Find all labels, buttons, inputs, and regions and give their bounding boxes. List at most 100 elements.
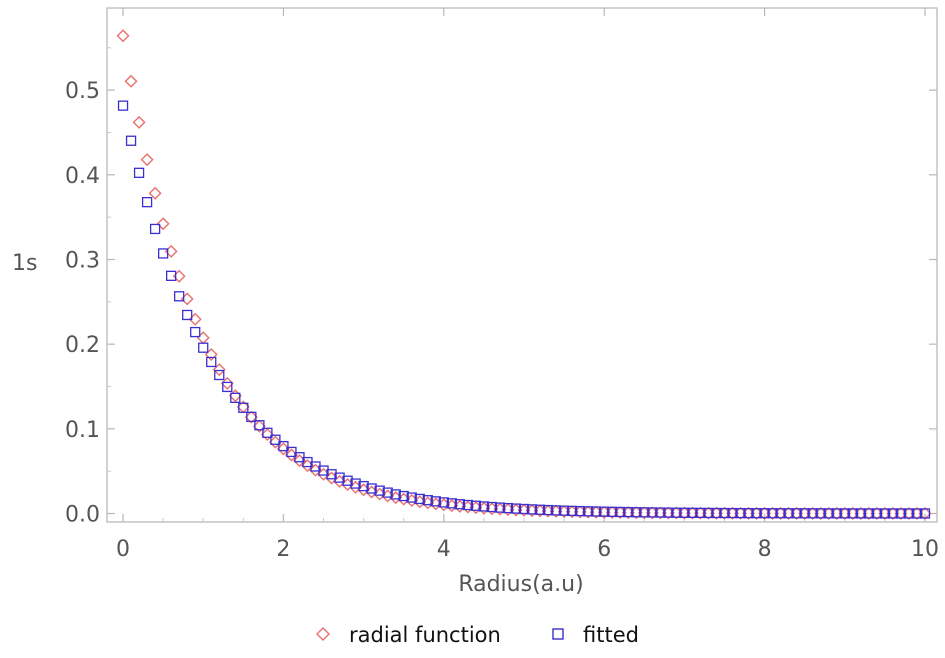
fitted-point xyxy=(470,500,482,511)
fitted-point xyxy=(558,505,570,516)
x-tick-label: 8 xyxy=(758,537,772,562)
fitted-point xyxy=(695,507,706,519)
fitted-point xyxy=(783,508,794,519)
fitted-point xyxy=(366,483,377,494)
fitted-point xyxy=(382,487,393,498)
radial-function-point xyxy=(260,428,274,442)
legend-label-fitted: fitted xyxy=(583,623,639,647)
y-tick-label: 0.2 xyxy=(65,333,100,358)
fitted-point xyxy=(831,508,842,519)
fitted-point xyxy=(422,495,433,506)
fitted-point xyxy=(823,508,834,519)
fitted-point xyxy=(759,508,770,519)
fitted-point xyxy=(206,356,217,368)
fitted-series xyxy=(117,100,931,519)
fitted-point xyxy=(847,508,858,519)
fitted-point xyxy=(591,506,602,517)
legend-marker-radial-function xyxy=(316,627,330,641)
y-tick-label: 0.3 xyxy=(65,248,100,273)
fitted-point xyxy=(855,508,866,519)
fitted-point xyxy=(166,270,177,281)
radial-function-point xyxy=(252,419,266,433)
fitted-point xyxy=(518,503,530,515)
fitted-point xyxy=(358,480,369,492)
fitted-point xyxy=(246,411,257,423)
fitted-point xyxy=(647,507,658,518)
radial-function-point xyxy=(268,435,282,449)
fitted-point xyxy=(735,507,746,519)
fitted-point xyxy=(623,506,634,518)
fitted-point xyxy=(350,478,361,489)
fitted-point xyxy=(871,508,883,519)
y-tick-label: 0.4 xyxy=(65,164,100,189)
fitted-point xyxy=(486,501,498,513)
fitted-point xyxy=(775,508,786,519)
fitted-point xyxy=(655,507,666,518)
fitted-point xyxy=(911,508,923,519)
fitted-point xyxy=(510,503,522,514)
fitted-point xyxy=(687,507,698,518)
fitted-point xyxy=(703,507,714,519)
legend-label-radial-function: radial function xyxy=(349,623,501,647)
x-tick-label: 0 xyxy=(116,537,130,562)
fitted-point xyxy=(286,446,297,458)
fitted-point xyxy=(526,504,538,515)
fitted-point xyxy=(326,469,337,480)
x-tick-label: 4 xyxy=(437,537,451,562)
x-axis-label: Radius(a.u) xyxy=(458,572,583,597)
fitted-point xyxy=(919,508,931,519)
legend-marker-fitted xyxy=(552,628,564,640)
fitted-point xyxy=(174,291,185,302)
fitted-point xyxy=(502,502,514,514)
radial-function-point xyxy=(124,74,138,88)
radial-function-point xyxy=(132,115,146,129)
fitted-point xyxy=(198,342,209,353)
radial-function-point xyxy=(148,186,162,200)
fitted-point xyxy=(807,508,818,519)
fitted-point xyxy=(607,506,618,517)
fitted-point xyxy=(374,485,385,496)
fitted-point xyxy=(262,427,273,438)
fitted-point xyxy=(791,508,802,519)
fitted-point xyxy=(406,492,417,503)
fitted-point xyxy=(583,506,594,517)
fitted-point xyxy=(342,475,353,486)
y-axis-label: 1s xyxy=(12,251,37,276)
fitted-point xyxy=(254,420,265,431)
fitted-point xyxy=(542,504,554,516)
fitted-point xyxy=(438,497,449,508)
fitted-point xyxy=(230,392,241,403)
fitted-point xyxy=(767,508,778,519)
axis-ticks xyxy=(107,8,937,522)
fitted-point xyxy=(679,507,690,518)
x-tick-label: 2 xyxy=(276,537,290,562)
fitted-point xyxy=(863,508,874,519)
y-tick-label: 0.1 xyxy=(65,418,100,443)
fitted-point xyxy=(903,508,915,519)
fitted-point xyxy=(895,508,907,519)
radial-function-series xyxy=(116,29,932,520)
fitted-point xyxy=(270,434,281,445)
y-tick-label: 0.5 xyxy=(65,79,100,104)
fitted-point xyxy=(631,507,642,518)
fitted-point xyxy=(238,402,249,413)
fitted-point xyxy=(815,508,826,519)
fitted-point xyxy=(599,506,610,517)
x-tick-label: 10 xyxy=(911,537,939,562)
fitted-point xyxy=(141,197,153,208)
axis-tick-labels: 0 2 4 6 8 10 0.0 0.1 0.2 0.3 0.4 0.5 xyxy=(65,79,939,562)
fitted-point xyxy=(117,100,129,111)
fitted-point xyxy=(190,326,201,338)
fitted-point xyxy=(182,309,193,321)
fitted-point xyxy=(278,440,289,452)
fitted-point xyxy=(398,490,409,502)
fitted-point xyxy=(318,465,329,476)
radial-function-point xyxy=(212,363,226,377)
fitted-point xyxy=(446,498,457,509)
fitted-point xyxy=(711,507,722,519)
fitted-point xyxy=(534,504,546,515)
fitted-point xyxy=(727,507,738,519)
fitted-point xyxy=(663,507,674,518)
fitted-point xyxy=(639,507,650,518)
